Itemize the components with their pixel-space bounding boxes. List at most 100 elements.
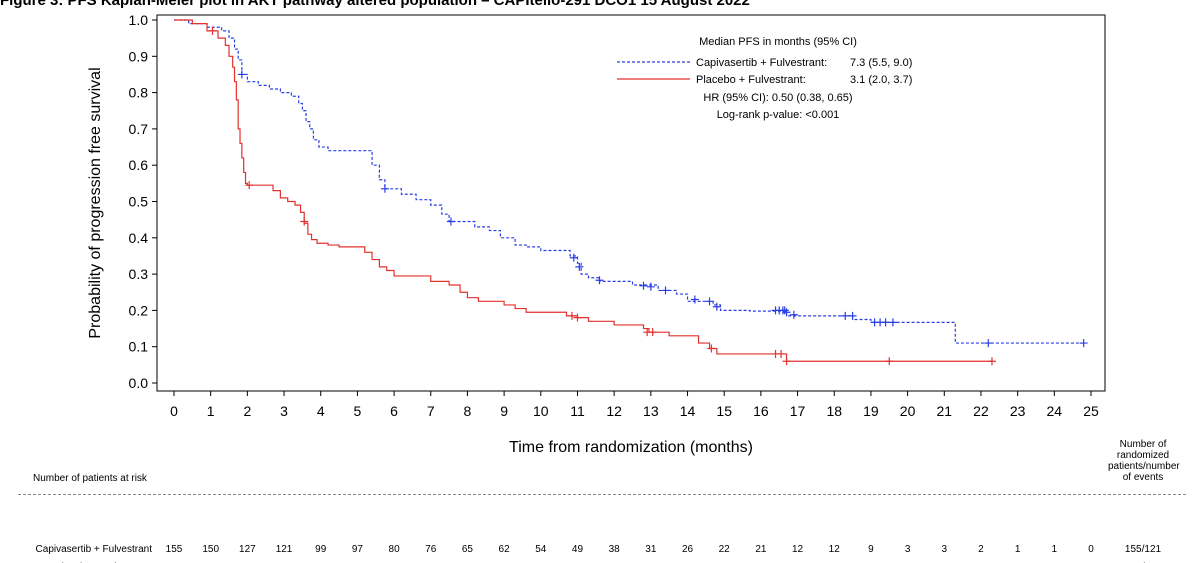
x-tick-label: 17 <box>790 403 806 419</box>
figure-title: Figure 3: PFS Kaplan-Meier plot in AKT p… <box>0 0 750 9</box>
risk-count: 54 <box>535 544 547 555</box>
x-tick-label: 6 <box>390 403 398 419</box>
legend-header: Median PFS in months (95% CI) <box>699 36 857 48</box>
risk-count: 1 <box>1052 544 1058 555</box>
censor-mark <box>777 349 786 358</box>
censor-mark <box>885 357 894 366</box>
legend-value-placebo: 3.1 (2.0, 3.7) <box>850 74 912 86</box>
legend-label-placebo: Placebo + Fulvestrant: <box>696 74 806 86</box>
legend-value-capivasertib: 7.3 (5.5, 9.0) <box>850 57 912 69</box>
y-tick-label: 0.3 <box>129 266 149 282</box>
x-tick-label: 4 <box>317 403 325 419</box>
x-tick-label: 23 <box>1010 403 1026 419</box>
y-tick-label: 0.0 <box>129 375 149 391</box>
censor-mark <box>648 328 657 337</box>
legend: Median PFS in months (95% CI) Capivasert… <box>617 36 912 121</box>
risk-count: 62 <box>499 544 511 555</box>
x-tick-label: 21 <box>936 403 952 419</box>
x-tick-label: 22 <box>973 403 989 419</box>
risk-count: 2 <box>978 544 984 555</box>
x-tick-label: 18 <box>826 403 842 419</box>
censor-mark <box>987 357 996 366</box>
y-tick-label: 1.0 <box>129 12 149 28</box>
risk-count: 3 <box>941 544 947 555</box>
x-tick-label: 13 <box>643 403 659 419</box>
risk-count: 0 <box>1088 544 1094 555</box>
censor-mark <box>575 262 584 271</box>
risk-table-divider <box>18 494 1186 495</box>
y-tick-label: 0.4 <box>129 230 149 246</box>
x-tick-label: 15 <box>716 403 732 419</box>
y-tick-label: 0.9 <box>129 48 149 64</box>
risk-count: 49 <box>572 544 584 555</box>
risk-count: 97 <box>352 544 364 555</box>
x-tick-label: 12 <box>606 403 622 419</box>
x-tick-label: 0 <box>170 403 178 419</box>
risk-count: 26 <box>682 544 694 555</box>
risk-count: 127 <box>239 544 256 555</box>
risk-table-header: Number of patients at risk <box>33 473 147 484</box>
censor-mark <box>639 281 648 290</box>
risk-count: 31 <box>645 544 657 555</box>
censor-mark <box>380 184 389 193</box>
censor-mark <box>569 253 578 262</box>
censor-mark <box>848 311 857 320</box>
x-tick-label: 1 <box>207 403 215 419</box>
censor-mark <box>646 282 655 291</box>
x-axis: 0 1 2 3 4 5 6 7 8 9 10 11 12 13 14 15 16 17 18 19 20 21 22 23 24… <box>170 391 1099 419</box>
y-tick-label: 0.5 <box>129 194 149 210</box>
x-tick-label: 19 <box>863 403 879 419</box>
censor-mark <box>707 344 716 353</box>
censor-mark <box>595 276 604 285</box>
risk-count: 12 <box>792 544 804 555</box>
risk-count: 22 <box>719 544 731 555</box>
risk-count: 12 <box>829 544 841 555</box>
censor-mark <box>300 217 309 226</box>
risk-count: 3 <box>905 544 911 555</box>
risk-count: 65 <box>462 544 474 555</box>
x-tick-label: 14 <box>680 403 696 419</box>
risk-row-label: Capivasertib + Fulvestrant <box>36 544 153 555</box>
censor-mark <box>245 181 254 190</box>
x-tick-label: 8 <box>464 403 472 419</box>
y-tick-label: 0.2 <box>129 302 149 318</box>
risk-row-total: 155/121 <box>1125 544 1162 555</box>
risk-table: Capivasertib + Fulvestrant 155 150 127 121 99… <box>36 544 1162 563</box>
censor-mark <box>573 313 582 322</box>
risk-count: 21 <box>755 544 767 555</box>
x-tick-label: 5 <box>354 403 362 419</box>
censor-mark <box>446 217 455 226</box>
x-axis-label: Time from randomization (months) <box>509 439 753 456</box>
x-tick-label: 10 <box>533 403 549 419</box>
censor-mark <box>881 318 890 327</box>
x-tick-label: 3 <box>280 403 288 419</box>
censor-mark <box>984 339 993 348</box>
y-tick-label: 0.8 <box>129 85 149 101</box>
censor-mark <box>567 311 576 320</box>
plot-frame <box>156 14 1106 392</box>
censor-mark <box>712 302 721 311</box>
censor-mark <box>661 286 670 295</box>
risk-table-column-header: Number of randomized patients/number of … <box>1108 439 1180 483</box>
risk-count: 76 <box>425 544 437 555</box>
risk-count: 9 <box>868 544 874 555</box>
censor-mark <box>705 297 714 306</box>
censor-mark <box>888 318 897 327</box>
x-tick-label: 9 <box>500 403 508 419</box>
legend-hr: HR (95% CI): 0.50 (0.38, 0.65) <box>703 92 852 104</box>
censor-mark <box>780 306 789 315</box>
risk-count: 121 <box>276 544 293 555</box>
risk-count: 38 <box>609 544 621 555</box>
x-tick-label: 16 <box>753 403 769 419</box>
x-tick-label: 24 <box>1047 403 1063 419</box>
risk-count: 80 <box>389 544 401 555</box>
y-tick-label: 0.1 <box>129 339 149 355</box>
risk-count: 155 <box>166 544 183 555</box>
censor-mark <box>1079 339 1088 348</box>
risk-count: 99 <box>315 544 327 555</box>
series-layer <box>174 19 1088 366</box>
y-axis-label: Probability of progression free survival <box>87 67 104 338</box>
censor-mark <box>237 70 246 79</box>
x-tick-label: 20 <box>900 403 916 419</box>
